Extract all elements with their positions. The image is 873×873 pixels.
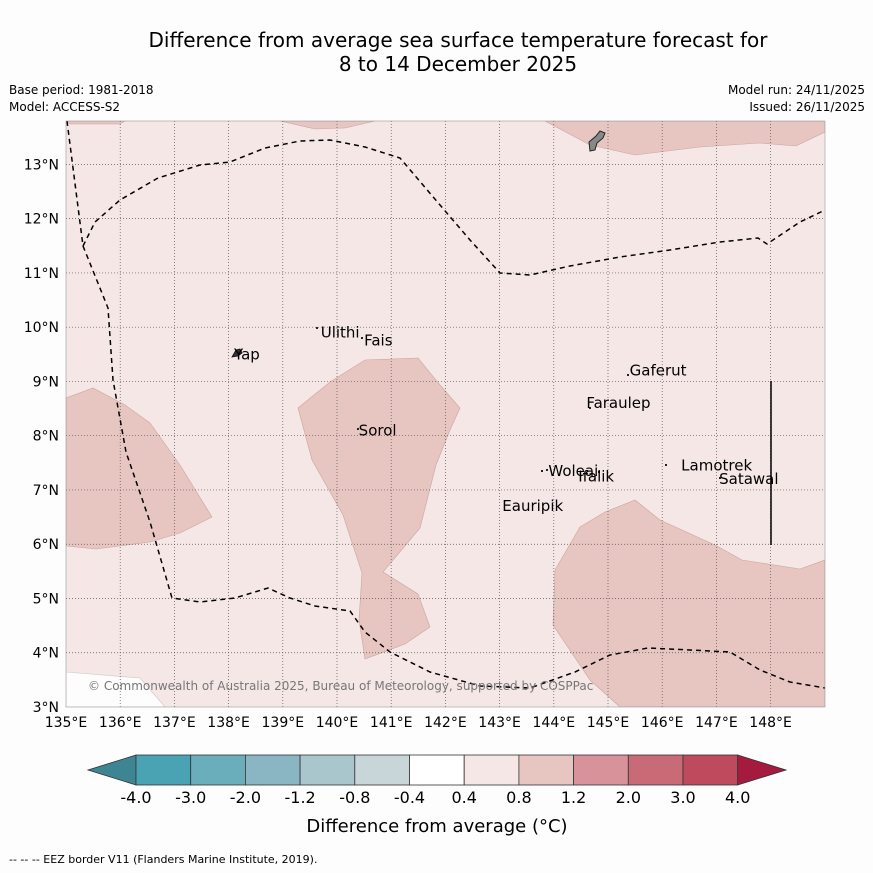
base-period: Base period: 1981-2018 [9, 83, 154, 97]
meta-left: Base period: 1981-2018 Model: ACCESS-S2 [9, 82, 154, 116]
lon-tick-label: 135°E [45, 715, 88, 731]
place-label: Gaferut [630, 362, 687, 380]
lon-tick-label: 141°E [370, 715, 413, 731]
latitude-axis: 3°N 4°N 5°N 6°N 7°N 8°N 9°N 10°N 11°N 12°N 13°N [24, 157, 59, 716]
colorbar-segment [299, 754, 356, 786]
colorbar-extend-low [86, 754, 137, 786]
colorbar-segment [573, 754, 629, 786]
lat-tick-label: 10°N [24, 320, 59, 336]
colorbar: -4.0 -3.0 -2.0 -1.2 -0.8 -0.4 0.4 0.8 1.2 2.0 3.0 4… [86, 754, 788, 807]
colorbar-segment [627, 754, 684, 786]
warm-region-north-strip [279, 121, 376, 130]
colorbar-extend-high [737, 754, 788, 786]
lat-tick-label: 5°N [33, 591, 59, 607]
title-line-1: Difference from average sea surface temp… [148, 28, 768, 52]
title-line-2: 8 to 14 December 2025 [338, 52, 578, 76]
place-label: Eauripik [502, 497, 563, 515]
colorbar-tick-label: 0.4 [451, 788, 476, 807]
place-label: Satawal [719, 470, 778, 488]
lat-tick-label: 6°N [33, 537, 59, 553]
warm-region-central [297, 357, 461, 660]
eez-border-north [82, 139, 825, 276]
place-label: Ulithi [321, 324, 360, 342]
colorbar-tick-label: -0.4 [394, 788, 425, 807]
lat-tick-label: 3°N [33, 700, 59, 716]
place-label: Faraulep [586, 394, 650, 412]
warm-region-southeast [552, 499, 825, 707]
colorbar-segment [682, 754, 739, 786]
colorbar-segment [190, 754, 246, 786]
colorbar-tick-label: -0.8 [339, 788, 370, 807]
lon-tick-label: 144°E [533, 715, 576, 731]
neutral-zone-southwest [66, 671, 166, 707]
lon-tick-label: 137°E [153, 715, 196, 731]
lon-tick-label: 146°E [641, 715, 684, 731]
atoll-dots [316, 327, 721, 479]
lon-tick-label: 139°E [262, 715, 305, 731]
warm-region-northwest-edge [66, 121, 126, 125]
longitude-axis: 135°E 136°E 137°E 138°E 139°E 140°E 141°E 142°E… [45, 715, 792, 731]
colorbar-tick-label: -4.0 [120, 788, 151, 807]
attribution-text: © Commonwealth of Australia 2025, Bureau… [88, 679, 593, 693]
place-label: Fais [364, 332, 393, 350]
lon-tick-label: 143°E [478, 715, 521, 731]
map-frame [65, 120, 826, 708]
lat-tick-label: 4°N [33, 646, 59, 662]
lat-tick-label: 7°N [33, 483, 59, 499]
colorbar-segment [354, 754, 410, 786]
colorbar-tick-label: -3.0 [175, 788, 206, 807]
eez-legend: -- -- -- EEZ border V11 (Flanders Marine… [9, 853, 318, 866]
colorbar-tick-label: 3.0 [670, 788, 695, 807]
lon-tick-label: 145°E [587, 715, 630, 731]
colorbar-tick-label: -2.0 [230, 788, 261, 807]
meta-right: Model run: 24/11/2025 Issued: 26/11/2025 [728, 82, 865, 116]
place-label: Yap [233, 345, 260, 363]
lat-tick-label: 11°N [24, 266, 59, 282]
place-label: Woleai [548, 462, 598, 480]
place-label: Lamotrek [681, 457, 752, 475]
colorbar-tick-label: 4.0 [725, 788, 750, 807]
colorbar-label: Difference from average (°C) [306, 816, 567, 837]
lon-tick-label: 142°E [424, 715, 467, 731]
colorbar-segment [135, 754, 192, 786]
lat-tick-label: 8°N [33, 429, 59, 445]
lat-tick-label: 9°N [33, 374, 59, 390]
colorbar-tick-label: 1.2 [561, 788, 586, 807]
map-title: Difference from average sea surface temp… [0, 28, 873, 76]
warm-region-west [66, 387, 213, 550]
gridlines [66, 121, 825, 707]
colorbar-segment [409, 754, 465, 786]
lon-tick-label: 138°E [207, 715, 250, 731]
place-label: Ifalik [578, 467, 614, 485]
colorbar-tick-label: 2.0 [616, 788, 641, 807]
issued-date: Issued: 26/11/2025 [749, 100, 865, 114]
place-labels: Yap Ulithi Fais Sorol Gaferut Faraulep WoleaiI… [233, 324, 779, 516]
eez-border-south [66, 121, 825, 689]
lat-tick-label: 13°N [24, 157, 59, 173]
warm-region-northeast [544, 121, 825, 156]
colorbar-tick-label: -1.2 [284, 788, 315, 807]
guam-island [588, 130, 606, 152]
model-name: Model: ACCESS-S2 [9, 100, 121, 114]
lon-tick-label: 136°E [99, 715, 142, 731]
colorbar-tick-label: 0.8 [506, 788, 531, 807]
lon-tick-label: 147°E [695, 715, 738, 731]
colorbar-segment [244, 754, 301, 786]
colorbar-segment [463, 754, 520, 786]
place-label: Sorol [359, 421, 397, 439]
lon-tick-label: 140°E [316, 715, 359, 731]
lon-tick-label: 148°E [749, 715, 792, 731]
lat-tick-label: 12°N [24, 212, 59, 228]
model-run: Model run: 24/11/2025 [727, 83, 865, 97]
colorbar-segment [518, 754, 575, 786]
yap-island [231, 348, 243, 358]
